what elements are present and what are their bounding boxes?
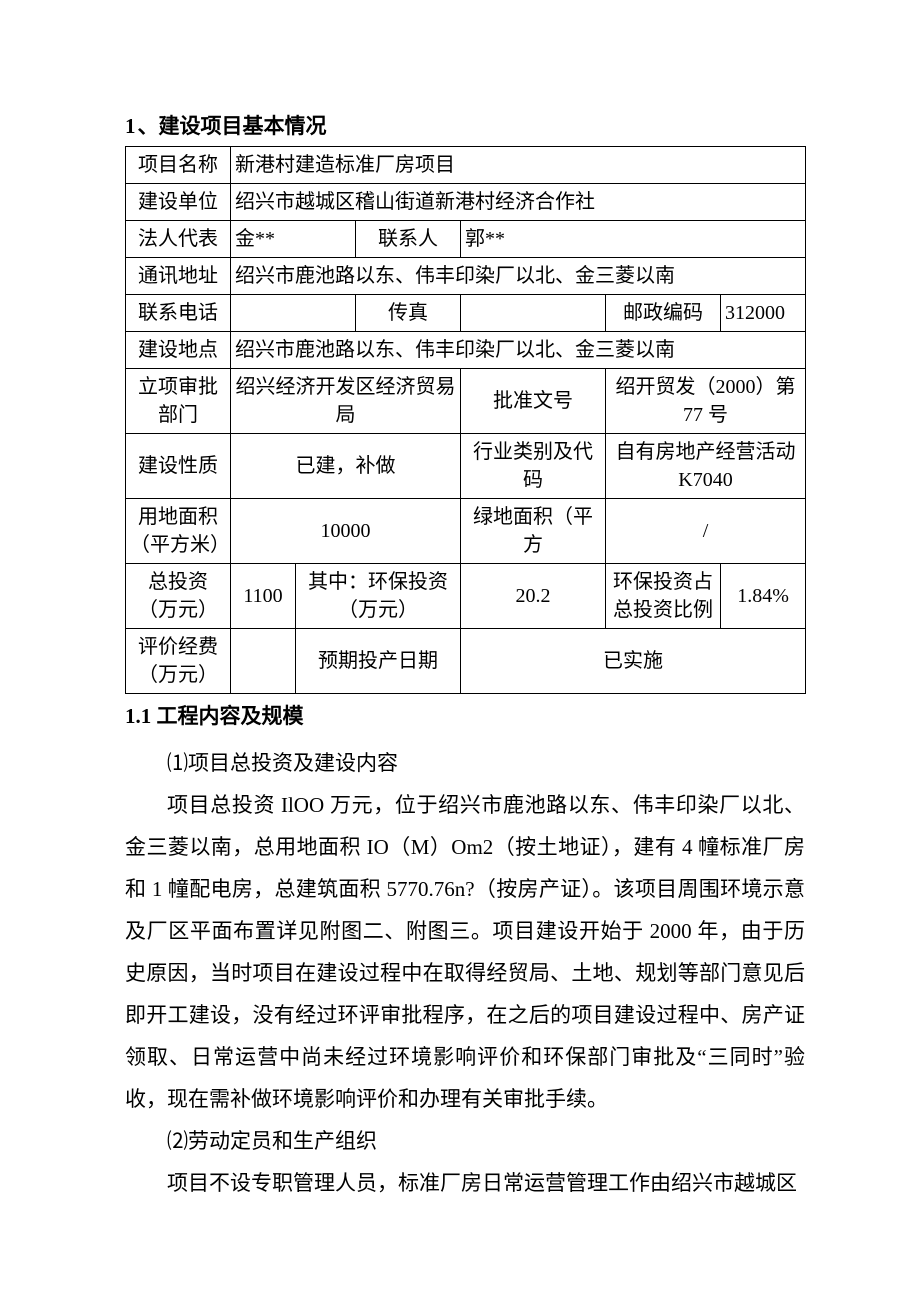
table-row: 通讯地址 绍兴市鹿池路以东、伟丰印染厂以北、金三菱以南 xyxy=(126,258,806,295)
label-land-area: 用地面积（平方米） xyxy=(126,499,231,564)
label-industry-code: 行业类别及代码 xyxy=(461,434,606,499)
subsection-heading: 1.1 工程内容及规模 xyxy=(125,700,805,730)
value-contact-person: 郭** xyxy=(461,221,806,258)
value-address: 绍兴市鹿池路以东、伟丰印染厂以北、金三菱以南 xyxy=(231,258,806,295)
value-expected-date: 已实施 xyxy=(461,629,806,694)
label-project-name: 项目名称 xyxy=(126,147,231,184)
label-location: 建设地点 xyxy=(126,332,231,369)
label-green-area: 绿地面积（平方 xyxy=(461,499,606,564)
paragraph: ⑴项目总投资及建设内容 xyxy=(125,742,805,784)
value-green-area: / xyxy=(606,499,806,564)
label-eval-fee: 评价经费（万元） xyxy=(126,629,231,694)
heading-number: 1 xyxy=(125,114,136,138)
table-row: 建设地点 绍兴市鹿池路以东、伟丰印染厂以北、金三菱以南 xyxy=(126,332,806,369)
label-approval-no: 批准文号 xyxy=(461,369,606,434)
body-text: ⑴项目总投资及建设内容 项目总投资 IlOO 万元，位于绍兴市鹿池路以东、伟丰印… xyxy=(125,742,805,1204)
value-approval-no: 绍开贸发（2000）第 77 号 xyxy=(606,369,806,434)
table-row: 评价经费（万元） 预期投产日期 已实施 xyxy=(126,629,806,694)
subheading-number: 1.1 xyxy=(125,704,151,728)
label-nature: 建设性质 xyxy=(126,434,231,499)
value-land-area: 10000 xyxy=(231,499,461,564)
heading-title: 建设项目基本情况 xyxy=(159,114,327,138)
label-construction-unit: 建设单位 xyxy=(126,184,231,221)
value-legal-rep: 金** xyxy=(231,221,356,258)
table-row: 项目名称 新港村建造标准厂房项目 xyxy=(126,147,806,184)
table-row: 立项审批部门 绍兴经济开发区经济贸易局 批准文号 绍开贸发（2000）第 77 … xyxy=(126,369,806,434)
value-eval-fee xyxy=(231,629,296,694)
subheading-title: 工程内容及规模 xyxy=(151,704,303,728)
project-info-table: 项目名称 新港村建造标准厂房项目 建设单位 绍兴市越城区稽山街道新港村经济合作社… xyxy=(125,146,806,694)
table-row: 建设单位 绍兴市越城区稽山街道新港村经济合作社 xyxy=(126,184,806,221)
label-phone: 联系电话 xyxy=(126,295,231,332)
label-contact-person: 联系人 xyxy=(356,221,461,258)
value-phone xyxy=(231,295,356,332)
value-postcode: 312000 xyxy=(721,295,806,332)
section-heading: 1、建设项目基本情况 xyxy=(125,110,805,140)
value-approval-dept: 绍兴经济开发区经济贸易局 xyxy=(231,369,461,434)
table-row: 用地面积（平方米） 10000 绿地面积（平方 / xyxy=(126,499,806,564)
paragraph: ⑵劳动定员和生产组织 xyxy=(125,1120,805,1162)
table-row: 建设性质 已建，补做 行业类别及代码 自有房地产经营活动K7040 xyxy=(126,434,806,499)
label-total-invest: 总投资（万元） xyxy=(126,564,231,629)
document-page: 1、建设项目基本情况 项目名称 新港村建造标准厂房项目 建设单位 绍兴市越城区稽… xyxy=(0,0,920,1264)
table-row: 法人代表 金** 联系人 郭** xyxy=(126,221,806,258)
label-approval-dept: 立项审批部门 xyxy=(126,369,231,434)
label-legal-rep: 法人代表 xyxy=(126,221,231,258)
value-location: 绍兴市鹿池路以东、伟丰印染厂以北、金三菱以南 xyxy=(231,332,806,369)
value-fax xyxy=(461,295,606,332)
value-env-ratio: 1.84% xyxy=(721,564,806,629)
heading-sep: 、 xyxy=(138,114,159,138)
value-industry-code: 自有房地产经营活动K7040 xyxy=(606,434,806,499)
value-project-name: 新港村建造标准厂房项目 xyxy=(231,147,806,184)
label-expected-date: 预期投产日期 xyxy=(296,629,461,694)
label-fax: 传真 xyxy=(356,295,461,332)
label-postcode: 邮政编码 xyxy=(606,295,721,332)
paragraph: 项目总投资 IlOO 万元，位于绍兴市鹿池路以东、伟丰印染厂以北、金三菱以南，总… xyxy=(125,784,805,1120)
value-nature: 已建，补做 xyxy=(231,434,461,499)
value-total-invest: 1100 xyxy=(231,564,296,629)
paragraph: 项目不设专职管理人员，标准厂房日常运营管理工作由绍兴市越城区 xyxy=(125,1162,805,1204)
label-env-invest: 其中：环保投资（万元） xyxy=(296,564,461,629)
table-row: 联系电话 传真 邮政编码 312000 xyxy=(126,295,806,332)
table-row: 总投资（万元） 1100 其中：环保投资（万元） 20.2 环保投资占总投资比例… xyxy=(126,564,806,629)
value-env-invest: 20.2 xyxy=(461,564,606,629)
value-construction-unit: 绍兴市越城区稽山街道新港村经济合作社 xyxy=(231,184,806,221)
label-address: 通讯地址 xyxy=(126,258,231,295)
label-env-ratio: 环保投资占总投资比例 xyxy=(606,564,721,629)
